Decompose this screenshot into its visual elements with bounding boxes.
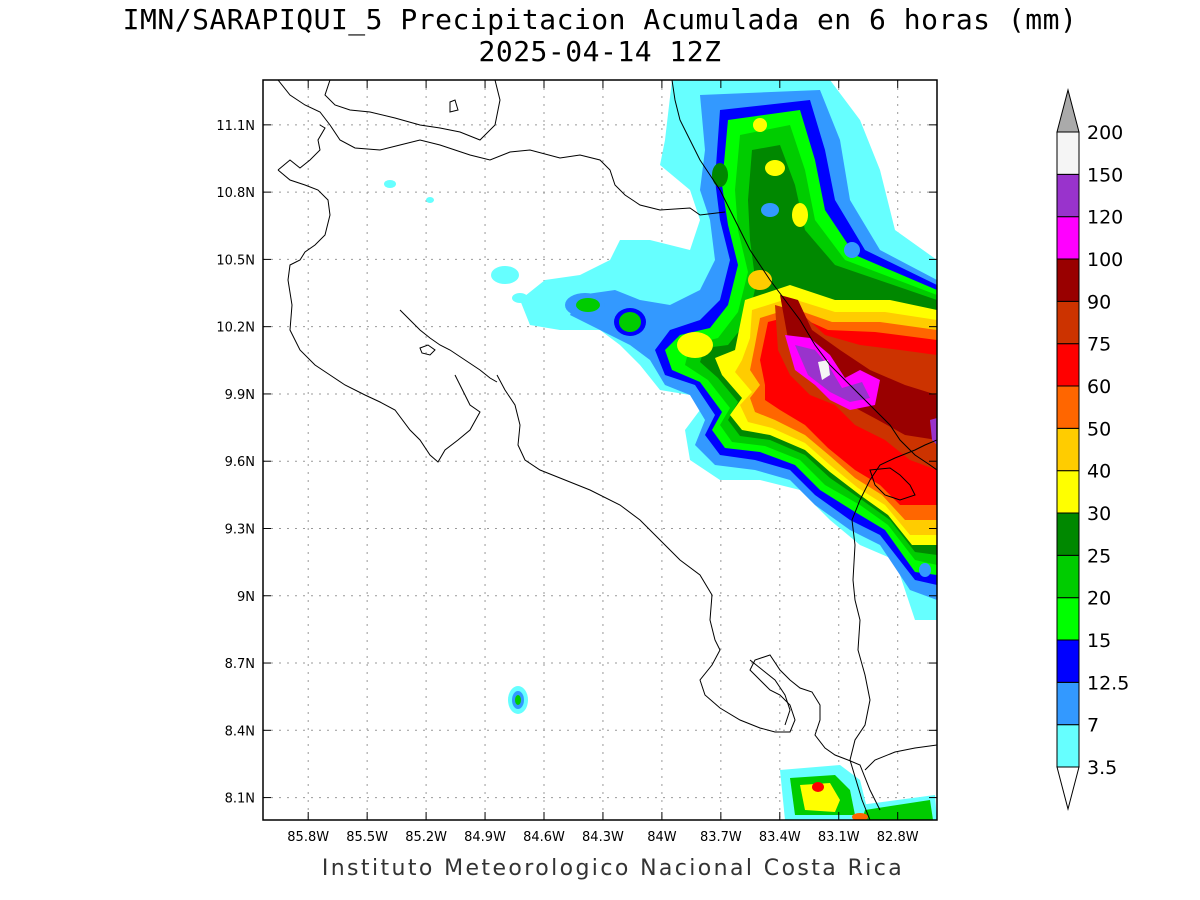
colorbar-segment [1056,554,1080,599]
colorbar-segment [1056,639,1080,683]
x-tick-label: 84.3W [582,830,624,845]
map-frame [262,79,938,821]
colorbar-label: 120 [1087,207,1123,229]
colorbar-over-arrow [1056,88,1080,133]
colorbar-label: 50 [1087,418,1111,440]
colorbar-segment [1056,724,1080,768]
colorbar-segment [1056,681,1080,726]
footer-credit: Instituto Meteorologico Nacional Costa R… [321,856,905,881]
y-tick-label: 9N [237,590,255,605]
colorbar-segment [1056,343,1080,387]
colorbar: 3.5 7 12.5 15 20 25 30 40 50 60 75 90 100 120 150 200 [1056,88,1129,811]
colorbar-segment [1056,597,1080,641]
colorbar-segment [1056,385,1080,429]
y-tick-label: 8.4N [225,724,255,739]
y-tick-label: 9.3N [225,522,255,537]
colorbar-label: 7 [1087,715,1099,737]
colorbar-label: 60 [1087,376,1111,398]
colorbar-segment [1056,258,1080,302]
colorbar-segment [1056,427,1080,472]
colorbar-segment [1056,216,1080,260]
x-tick-label: 83.1W [818,830,860,845]
coastlines [277,80,937,820]
x-tick-label: 85.5W [346,830,388,845]
y-tick-label: 8.1N [225,792,255,807]
map-title: IMN/SARAPIQUI_5 Precipitacion Acumulada … [122,3,1078,36]
map-subtitle-date: 2025-04-14 12Z [478,35,722,68]
x-axis-ticks: 85.8W 85.5W 85.2W 84.9W 84.6W 84.3W 84W 83.7W 83… [287,80,919,845]
y-tick-label: 10.8N [216,186,255,201]
x-tick-label: 82.8W [877,830,919,845]
x-tick-label: 84W [647,830,677,845]
colorbar-under-arrow [1056,766,1080,811]
colorbar-label: 25 [1087,545,1111,567]
colorbar-label: 40 [1087,461,1111,483]
precip-level-120 [795,345,870,402]
y-tick-label: 10.5N [216,253,255,268]
x-tick-label: 83.4W [759,830,801,845]
colorbar-label: 30 [1087,503,1111,525]
x-tick-label: 84.9W [464,830,506,845]
x-tick-label: 85.8W [287,830,329,845]
colorbar-segment [1056,300,1080,345]
colorbar-segment [1056,131,1080,175]
x-tick-label: 85.2W [405,830,447,845]
colorbar-label: 75 [1087,334,1111,356]
precip-level-90 [780,295,937,440]
colorbar-label: 3.5 [1087,757,1117,779]
precip-level-150 [818,360,830,380]
precipitation-field [384,80,937,820]
y-axis-ticks: 11.1N 10.8N 10.5N 10.2N 9.9N 9.6N 9.3N 9N 8.7N 8.… [216,119,937,807]
colorbar-label: 20 [1087,588,1111,610]
y-tick-label: 10.2N [216,321,255,336]
colorbar-segment [1056,470,1080,514]
x-tick-label: 83.7W [700,830,742,845]
y-tick-label: 8.7N [225,657,255,672]
x-tick-label: 84.6W [523,830,565,845]
colorbar-label: 90 [1087,291,1111,313]
colorbar-label: 12.5 [1087,672,1129,694]
colorbar-label: 100 [1087,249,1123,271]
y-tick-label: 11.1N [216,119,255,134]
y-tick-label: 9.9N [225,388,255,403]
colorbar-label: 15 [1087,630,1111,652]
colorbar-segment [1056,173,1080,218]
y-tick-label: 9.6N [225,455,255,470]
colorbar-label: 200 [1087,122,1123,144]
colorbar-label: 150 [1087,164,1123,186]
colorbar-segment [1056,512,1080,556]
